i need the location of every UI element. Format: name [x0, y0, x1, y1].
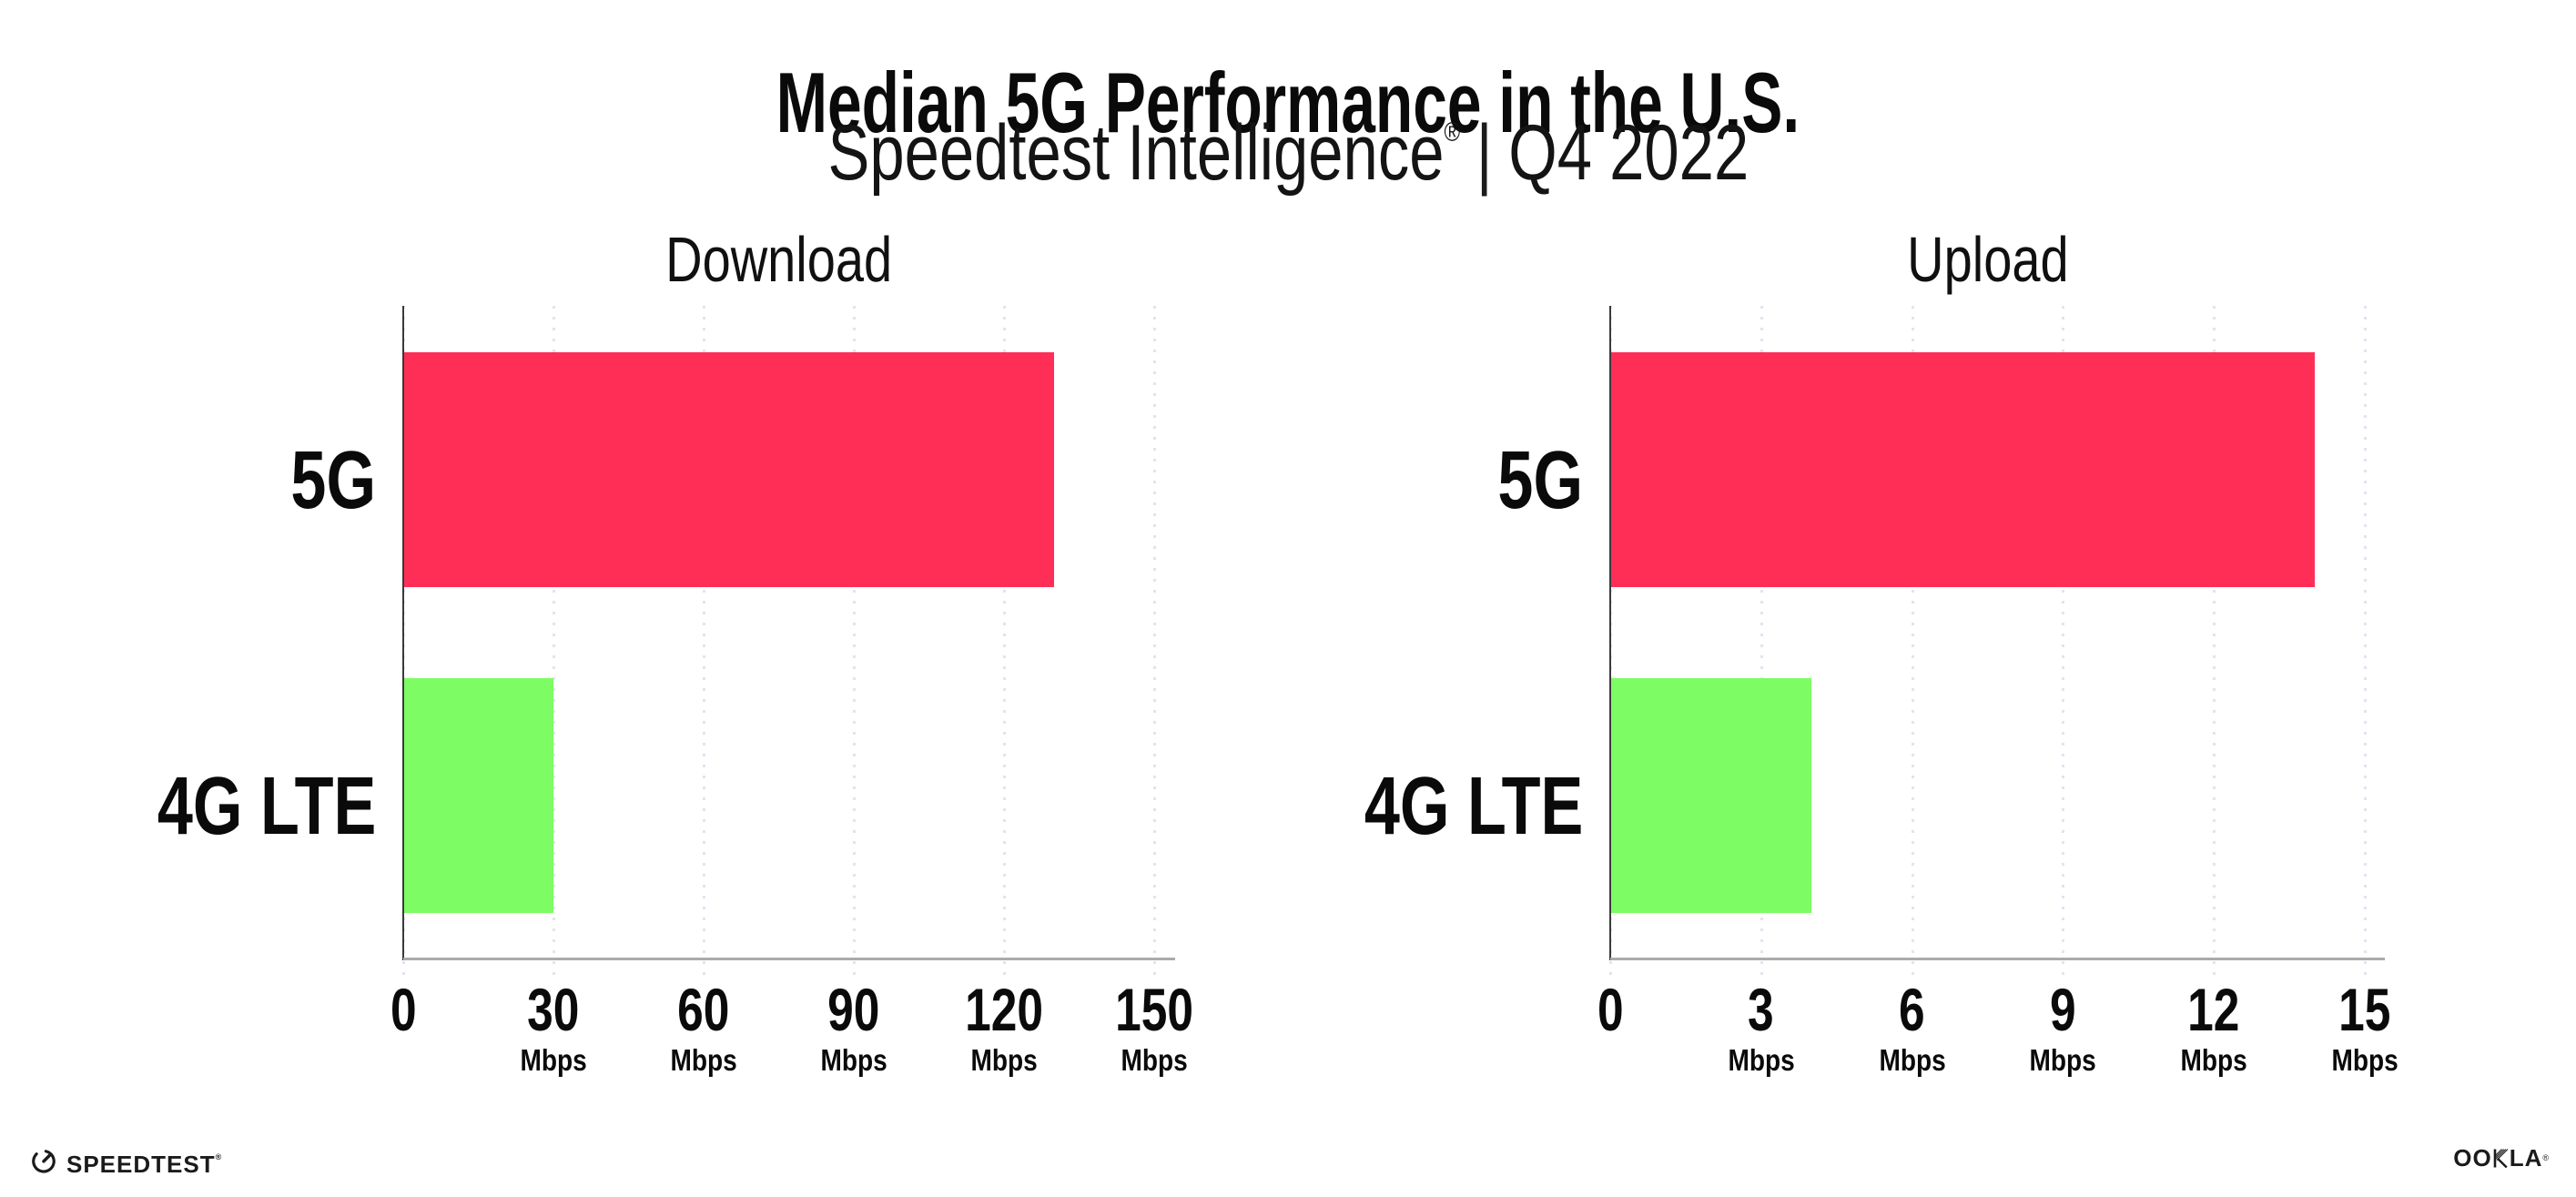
- x-tick-label: 90: [827, 976, 880, 1043]
- x-tick-unit-label: Mbps: [670, 1043, 737, 1077]
- upload-chart-title: Upload: [1906, 224, 2069, 295]
- subtitle-separator: |: [1476, 109, 1493, 197]
- x-tick-label: 60: [677, 976, 730, 1043]
- y-axis-line: [1609, 306, 1611, 960]
- ookla-wordmark-right: LA: [2509, 1144, 2543, 1172]
- subtitle-brand: Speedtest Intelligence: [827, 109, 1445, 197]
- category-label-5g: 5G: [1497, 435, 1583, 526]
- x-tick-unit-label: Mbps: [520, 1043, 587, 1077]
- x-tick-unit-label: Mbps: [970, 1043, 1038, 1077]
- gridline: [2213, 306, 2216, 976]
- category-label-4g-lte: 4G LTE: [1364, 761, 1583, 852]
- gridline: [853, 306, 856, 976]
- x-tick-unit-label: Mbps: [1121, 1043, 1188, 1077]
- speedtest-wordmark: SPEEDTEST: [66, 1151, 216, 1178]
- bar-5g: [1610, 352, 2315, 587]
- x-tick-label: 0: [1597, 976, 1624, 1043]
- x-tick-label: 9: [2050, 976, 2076, 1043]
- page-title-text: Median 5G Performance in the U.S.: [776, 54, 1800, 150]
- x-tick-label: 6: [1899, 976, 1925, 1043]
- bar-5g: [403, 352, 1054, 587]
- x-tick-unit-label: Mbps: [2331, 1043, 2399, 1077]
- x-tick-unit-label: Mbps: [2180, 1043, 2247, 1077]
- bar-4g-lte: [1610, 678, 1811, 913]
- page-title: Median 5G Performance in the U.S.: [0, 54, 2576, 150]
- x-tick-label: 0: [390, 976, 417, 1043]
- x-tick-unit-label: Mbps: [1728, 1043, 1795, 1077]
- y-axis-line: [402, 306, 404, 960]
- subtitle-period: Q4 2022: [1507, 109, 1749, 197]
- registered-mark: ®: [215, 1152, 223, 1161]
- x-axis-line: [1610, 958, 2385, 960]
- ookla-hatched-k-icon: [2493, 1148, 2509, 1168]
- download-chart-title: Download: [664, 224, 893, 295]
- registered-mark: ®: [2542, 1153, 2549, 1162]
- ookla-logo: OO LA ®: [2453, 1145, 2549, 1171]
- gridline: [553, 306, 555, 976]
- bar-4g-lte: [403, 678, 553, 913]
- gridline: [2364, 306, 2367, 976]
- gridline: [2062, 306, 2065, 976]
- x-axis-line: [403, 958, 1175, 960]
- x-tick-label: 30: [527, 976, 580, 1043]
- ookla-wordmark-left: OO: [2453, 1144, 2492, 1172]
- x-tick-label: 150: [1115, 976, 1193, 1043]
- speedtest-logo: SPEEDTEST®: [30, 1143, 222, 1178]
- gridline: [703, 306, 705, 976]
- gridline: [1911, 306, 1914, 976]
- x-tick-label: 15: [2338, 976, 2391, 1043]
- gridline: [1153, 306, 1156, 976]
- gridline: [1003, 306, 1006, 976]
- speedtest-gauge-icon: [32, 1149, 56, 1173]
- x-tick-label: 120: [965, 976, 1043, 1043]
- x-tick-unit-label: Mbps: [820, 1043, 887, 1077]
- category-label-5g: 5G: [290, 435, 376, 526]
- registered-mark: ®: [1444, 117, 1460, 147]
- gridline: [1760, 306, 1763, 976]
- subtitle: Speedtest Intelligence® | Q4 2022: [0, 91, 2576, 195]
- x-tick-unit-label: Mbps: [2029, 1043, 2097, 1077]
- x-tick-unit-label: Mbps: [1878, 1043, 1946, 1077]
- x-tick-label: 3: [1748, 976, 1775, 1043]
- category-label-4g-lte: 4G LTE: [157, 761, 376, 852]
- x-tick-label: 12: [2187, 976, 2240, 1043]
